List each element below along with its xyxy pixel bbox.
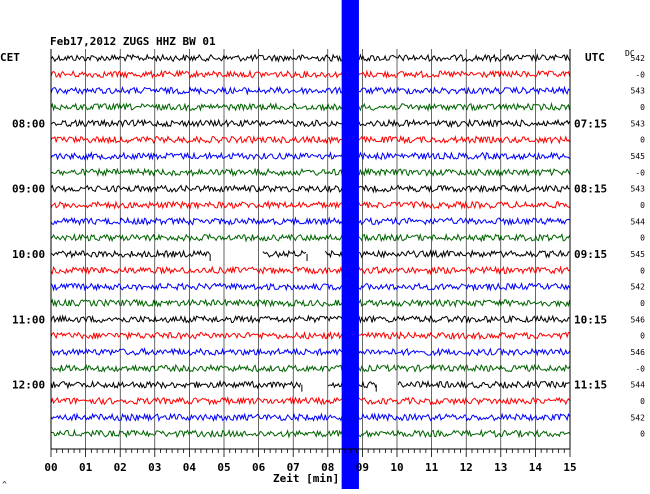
x-tick-label: 09 (356, 461, 369, 474)
dc-value: 544 (631, 217, 646, 226)
dc-value: 546 (631, 348, 646, 357)
trace-line (50, 347, 571, 357)
left-axis-label: CET (0, 51, 20, 64)
dc-value: 0 (640, 299, 645, 308)
dc-value: 0 (640, 430, 645, 439)
dc-value: -0 (635, 70, 645, 79)
cet-hour-label: 11:00 (12, 313, 45, 326)
trace-line (50, 101, 571, 113)
x-tick-label: 06 (252, 461, 266, 474)
dc-value: 542 (631, 54, 646, 63)
trace-line (50, 330, 570, 341)
trace-line (50, 199, 571, 210)
trace-line (50, 265, 570, 276)
cet-hour-label: 10:00 (12, 248, 45, 261)
trace-line (50, 298, 571, 308)
x-tick-label: 12 (460, 461, 473, 474)
trace-line (50, 150, 571, 161)
footer-mark: ^ (2, 480, 7, 489)
chart-title: Feb17,2012 ZUGS HHZ BW 01 (50, 35, 216, 48)
trace-line (50, 282, 571, 292)
dc-value: 546 (631, 315, 646, 324)
trace-line (50, 412, 571, 423)
utc-hour-label: 08:15 (574, 183, 607, 196)
cet-hour-label: 08:00 (12, 117, 45, 130)
trace-line (50, 363, 571, 373)
highlight-band-layer (341, 0, 359, 489)
trace-line (50, 69, 571, 79)
dc-value: -0 (635, 168, 645, 177)
trace-line (50, 428, 571, 439)
dc-values: 542 -0 543 0 543 0 545 -0 543 0 544 0 545 0 542 0 546 0 54… (631, 54, 646, 439)
dc-value: -0 (635, 364, 645, 373)
cet-hour-labels: 08:00 09:00 10:00 11:00 12:00 (12, 117, 45, 391)
dc-value: 0 (640, 266, 645, 275)
trace-line (50, 135, 571, 145)
x-axis-label: Zeit [min] (273, 472, 339, 485)
x-tick-label: 05 (217, 461, 230, 474)
x-tick-label: 00 (44, 461, 57, 474)
x-tick-label: 14 (529, 461, 543, 474)
dc-value: 0 (640, 332, 645, 341)
x-tick-label: 04 (183, 461, 197, 474)
trace-line (50, 379, 570, 390)
dc-value: 545 (631, 250, 646, 259)
x-tick-label: 15 (563, 461, 576, 474)
x-tick-label: 13 (494, 461, 507, 474)
trace-line (50, 53, 571, 63)
dc-value: 544 (631, 381, 646, 390)
trace-line (50, 85, 571, 96)
trace-line (50, 167, 571, 178)
cet-hour-label: 12:00 (12, 379, 45, 392)
axes-layer (50, 49, 571, 457)
utc-hour-label: 10:15 (574, 313, 607, 326)
trace-line (50, 395, 571, 406)
utc-hour-label: 09:15 (574, 248, 607, 261)
dc-value: 543 (631, 185, 646, 194)
trace-line (50, 183, 570, 194)
trace-line (50, 216, 570, 226)
dc-value: 543 (631, 87, 646, 96)
dc-value: 0 (640, 103, 645, 112)
x-tick-label: 08 (321, 461, 334, 474)
trace-line (50, 118, 571, 129)
trace-line (50, 248, 570, 259)
trace-line (50, 232, 571, 243)
utc-hour-label: 11:15 (574, 379, 607, 392)
dc-value: 0 (640, 234, 645, 243)
x-tick-label: 02 (114, 461, 127, 474)
trace-line (50, 314, 570, 324)
highlight-band (341, 0, 359, 489)
x-tick-label: 10 (390, 461, 403, 474)
x-tick-labels: 00 01 02 03 04 05 06 07 08 09 10 11 12 13 14 15 (44, 461, 576, 474)
cet-hour-label: 09:00 (12, 183, 45, 196)
dc-value: 542 (631, 413, 646, 422)
dc-value: 0 (640, 136, 645, 145)
x-tick-label: 07 (287, 461, 300, 474)
dc-value: 543 (631, 119, 646, 128)
dc-value: 0 (640, 397, 645, 406)
dc-value: 542 (631, 283, 646, 292)
dc-value: 545 (631, 152, 646, 161)
x-tick-label: 01 (79, 461, 93, 474)
seismic-traces (50, 53, 571, 439)
dc-label: DC (625, 49, 635, 58)
x-tick-label: 11 (425, 461, 439, 474)
utc-hour-labels: 07:15 08:15 09:15 10:15 11:15 (574, 117, 607, 391)
utc-hour-label: 07:15 (574, 117, 607, 130)
right-axis-label: UTC (585, 51, 605, 64)
dc-value: 0 (640, 201, 645, 210)
x-tick-label: 03 (148, 461, 161, 474)
